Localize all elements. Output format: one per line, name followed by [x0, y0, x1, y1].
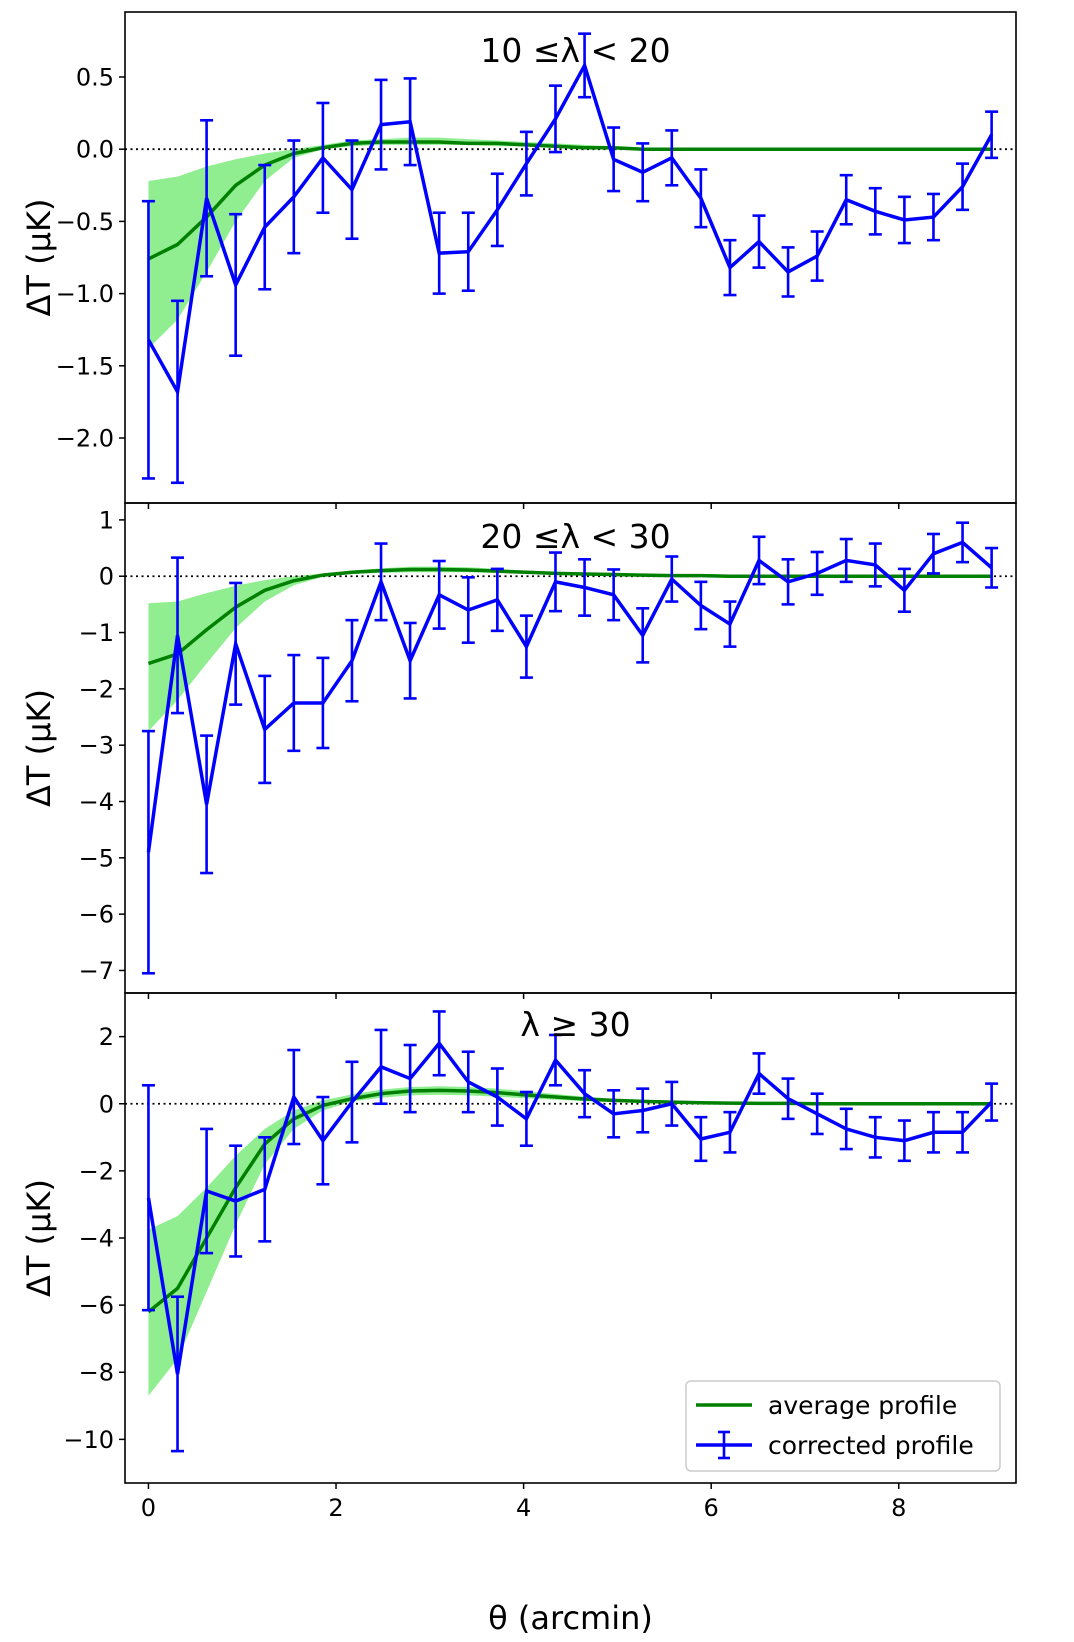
panel-1-frame	[124, 11, 1017, 504]
panel-2-y-axis-title: ΔT (μK)	[20, 689, 58, 807]
panel-2-title: 20 ≤λ < 30	[480, 517, 670, 556]
panel-2-plot-area	[125, 521, 1016, 975]
panel-3-ytick-label-5: −8	[79, 1359, 114, 1387]
legend-line-corrected	[696, 1430, 752, 1460]
legend-label-corrected: corrected profile	[768, 1431, 974, 1460]
panel-3-plot-area	[125, 1010, 1016, 1453]
panel-2-ytick-label-2: −1	[79, 619, 114, 647]
panel-1-plot-area	[125, 32, 1016, 485]
panel-1: 0.5 0.0 −0.5 −1.0 −1.5 −2.0 10 ≤λ < 20 ΔT (μK)	[20, 11, 1017, 509]
panel-3-ytick-label-4: −6	[79, 1292, 114, 1320]
panel-1-average-band	[148, 137, 992, 349]
panel-3: 2 0 −2 −4 −6 −8 −10 0 2 4 6 8 λ ≥ 30 ΔT (μK)	[20, 992, 1017, 1522]
panel-2-ytick-label-7: −6	[79, 901, 114, 929]
panel-2-error-bar-29	[985, 546, 999, 589]
panel-3-xtick-label-0: 0	[141, 1494, 156, 1522]
panel-1-error-bars	[141, 32, 999, 485]
panel-3-title: λ ≥ 30	[520, 1005, 630, 1044]
panel-3-ytick-label-6: −10	[63, 1426, 114, 1454]
panel-2-corrected-line	[146, 540, 993, 853]
panel-3-ytick-label-2: −2	[79, 1157, 114, 1185]
panel-3-y-axis-title: ΔT (μK)	[20, 1179, 58, 1297]
panel-3-error-bar-29	[985, 1082, 999, 1122]
panel-2-ytick-label-3: −2	[79, 675, 114, 703]
panel-1-ytick-label-0: 0.5	[76, 63, 114, 91]
panel-3-xtick-label-3: 6	[704, 1494, 719, 1522]
panel-1-ytick-label-3: −1.0	[56, 280, 114, 308]
panel-1-corrected-line	[146, 60, 994, 398]
panel-1-title: 10 ≤λ < 20	[480, 31, 670, 70]
panel-2-ytick-label-4: −3	[79, 732, 114, 760]
legend: average profile corrected profile	[685, 1380, 1001, 1472]
panel-1-error-bar-29	[985, 110, 999, 160]
legend-label-average: average profile	[768, 1391, 957, 1420]
panel-1-ytick-label-1: 0.0	[76, 136, 114, 164]
panel-3-xtick-label-2: 4	[516, 1494, 531, 1522]
panel-2: 1 0 −1 −2 −3 −4 −5 −6 −7 20 ≤λ < 30 ΔT (μK)	[20, 502, 1017, 999]
panel-3-corrected-line	[146, 1040, 993, 1375]
panel-2-ytick-label-8: −7	[79, 957, 114, 985]
panel-2-average-line	[147, 567, 992, 666]
legend-box	[685, 1380, 1001, 1472]
panel-2-ytick-label-0: 1	[99, 506, 114, 534]
x-axis-title: θ (arcmin)	[488, 1599, 653, 1637]
panel-3-xtick-label-1: 2	[328, 1494, 343, 1522]
panel-3-xtick-label-4: 8	[891, 1494, 906, 1522]
panel-3-ytick-label-1: 0	[99, 1090, 114, 1118]
panel-2-ytick-label-1: 0	[99, 563, 114, 591]
panel-1-y-axis-title: ΔT (μK)	[20, 199, 58, 317]
panel-1-ytick-label-5: −2.0	[56, 425, 114, 453]
panel-2-ytick-label-5: −4	[79, 788, 114, 816]
panel-3-average-line	[147, 1088, 992, 1314]
panel-3-ytick-label-0: 2	[99, 1023, 114, 1051]
panel-1-ytick-label-4: −1.5	[56, 352, 114, 380]
panel-2-ytick-label-6: −5	[79, 844, 114, 872]
panel-1-ytick-label-2: −0.5	[56, 208, 114, 236]
panel-3-error-bar-0	[141, 1083, 155, 1312]
panel-1-average-line	[147, 140, 992, 261]
panel-3-ytick-label-3: −4	[79, 1225, 114, 1253]
panel-2-average-band	[148, 566, 992, 732]
